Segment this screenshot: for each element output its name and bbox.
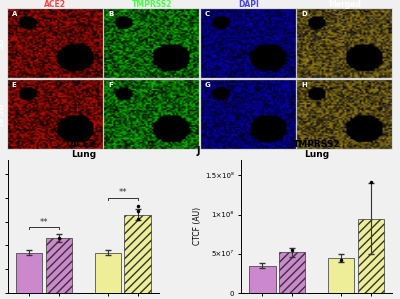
Text: **: ** (118, 188, 127, 197)
Title: ACE2: ACE2 (44, 0, 66, 9)
Bar (46, 238, 72, 293)
Bar (16, 253, 42, 293)
Bar (249, 266, 276, 293)
Text: E: E (12, 82, 16, 88)
Text: D: D (301, 11, 307, 17)
Text: **: ** (40, 218, 48, 227)
Title: Merged: Merged (328, 0, 361, 9)
Title: DAPI: DAPI (238, 0, 259, 9)
Y-axis label: SD: SD (0, 38, 5, 49)
Text: B: B (108, 11, 114, 17)
Bar (279, 252, 306, 293)
Text: J: J (196, 147, 200, 156)
Text: A: A (12, 11, 17, 17)
Bar (358, 219, 384, 293)
Title: TMPRSS2: TMPRSS2 (132, 0, 172, 9)
Title: TMPRSS2
Lung: TMPRSS2 Lung (293, 140, 340, 159)
Y-axis label: HFSD: HFSD (0, 103, 5, 126)
Bar (124, 214, 151, 293)
Text: F: F (108, 82, 113, 88)
Text: G: G (205, 82, 210, 88)
Bar (328, 258, 354, 293)
Title: ACE2
Lung: ACE2 Lung (70, 140, 96, 159)
Text: C: C (205, 11, 210, 17)
Y-axis label: CTCF (AU): CTCF (AU) (193, 207, 202, 245)
Bar (94, 253, 121, 293)
Text: H: H (301, 82, 307, 88)
